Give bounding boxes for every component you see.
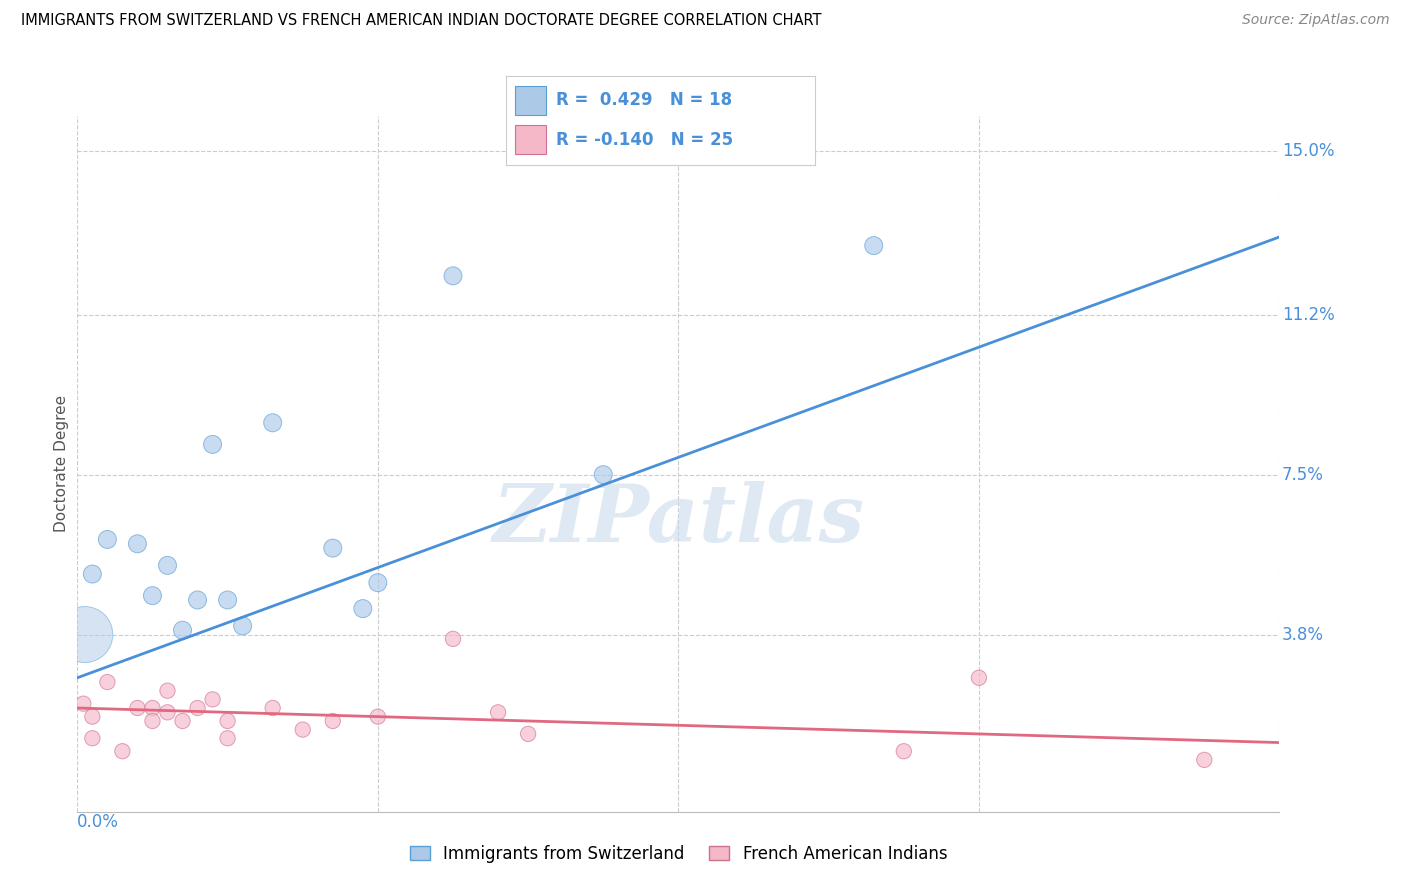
Text: 11.2%: 11.2% [1282, 306, 1334, 324]
Ellipse shape [145, 700, 160, 715]
Ellipse shape [354, 599, 371, 617]
Ellipse shape [160, 705, 176, 720]
Ellipse shape [520, 726, 536, 741]
Ellipse shape [370, 709, 385, 724]
Text: IMMIGRANTS FROM SWITZERLAND VS FRENCH AMERICAN INDIAN DOCTORATE DEGREE CORRELATI: IMMIGRANTS FROM SWITZERLAND VS FRENCH AM… [21, 13, 821, 29]
Ellipse shape [491, 705, 506, 720]
Legend: Immigrants from Switzerland, French American Indians: Immigrants from Switzerland, French Amer… [404, 838, 953, 870]
Ellipse shape [595, 466, 612, 483]
Ellipse shape [865, 236, 883, 254]
Ellipse shape [100, 674, 115, 690]
Ellipse shape [325, 714, 340, 729]
Ellipse shape [444, 267, 463, 285]
Ellipse shape [128, 535, 146, 553]
Ellipse shape [323, 539, 342, 558]
Ellipse shape [264, 700, 280, 715]
Ellipse shape [173, 621, 191, 640]
Ellipse shape [143, 587, 162, 605]
Text: 3.8%: 3.8% [1282, 625, 1324, 643]
Ellipse shape [56, 607, 112, 663]
Text: 0.0%: 0.0% [77, 814, 120, 831]
Ellipse shape [84, 731, 100, 746]
Text: 15.0%: 15.0% [1282, 142, 1334, 160]
Ellipse shape [98, 531, 117, 549]
Ellipse shape [174, 714, 190, 729]
Ellipse shape [295, 722, 311, 738]
Ellipse shape [84, 709, 100, 724]
Ellipse shape [1197, 752, 1212, 767]
Ellipse shape [205, 691, 221, 707]
Ellipse shape [145, 714, 160, 729]
Ellipse shape [972, 670, 987, 685]
Ellipse shape [368, 574, 387, 591]
Ellipse shape [83, 565, 101, 583]
Bar [516, 125, 547, 154]
Ellipse shape [218, 591, 236, 609]
Ellipse shape [76, 696, 91, 711]
Ellipse shape [188, 591, 207, 609]
Ellipse shape [115, 744, 131, 759]
Text: ZIPatlas: ZIPatlas [492, 481, 865, 558]
Ellipse shape [233, 617, 252, 635]
Text: 7.5%: 7.5% [1282, 466, 1323, 483]
Ellipse shape [204, 435, 222, 453]
Ellipse shape [219, 714, 235, 729]
Text: R = -0.140   N = 25: R = -0.140 N = 25 [555, 130, 733, 149]
Ellipse shape [896, 744, 911, 759]
Ellipse shape [129, 700, 145, 715]
Y-axis label: Doctorate Degree: Doctorate Degree [53, 395, 69, 533]
Ellipse shape [219, 731, 235, 746]
Ellipse shape [160, 683, 176, 698]
Ellipse shape [446, 632, 461, 647]
Text: R =  0.429   N = 18: R = 0.429 N = 18 [555, 91, 731, 110]
Ellipse shape [159, 557, 177, 574]
Ellipse shape [264, 414, 281, 432]
Bar [516, 86, 547, 115]
Ellipse shape [190, 700, 205, 715]
Text: Source: ZipAtlas.com: Source: ZipAtlas.com [1241, 13, 1389, 28]
